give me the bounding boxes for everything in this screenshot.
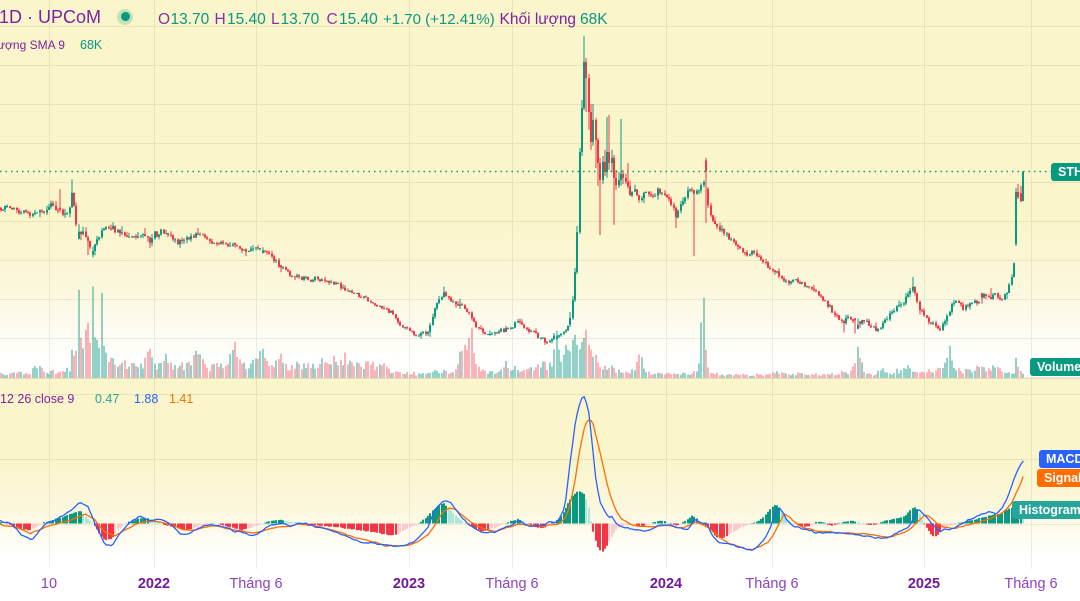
open-value: 13.70: [170, 11, 210, 28]
time-axis-label: Tháng 6: [229, 576, 283, 592]
main-pane-background: [0, 0, 1080, 378]
signal-line: [0, 419, 1024, 551]
price-scale-label-signal[interactable]: Signal: [1037, 469, 1080, 488]
low-label: L: [271, 11, 280, 28]
volume-readout-label: Khối lượng: [499, 11, 577, 28]
macd-histogram-up-grow: [0, 491, 1022, 524]
time-axis-label: 2024: [649, 576, 683, 592]
price-scale-label-volume[interactable]: Volume: [1030, 358, 1080, 377]
volume-bars-up: [2, 286, 1024, 378]
volume-bars-down: [0, 322, 1022, 378]
market-status-dot-icon[interactable]: [117, 8, 133, 25]
time-axis-label: 2025: [907, 576, 941, 592]
time-axis-background[interactable]: [0, 565, 1080, 601]
symbol-title[interactable]: 1D · UPCoM: [0, 7, 102, 27]
volume-indicator-value: 68K: [80, 37, 103, 52]
close-label: C: [326, 11, 338, 28]
pane-separator[interactable]: [0, 378, 1080, 379]
high-value: 15.40: [227, 11, 266, 28]
candle-bodies-up: [2, 62, 1024, 343]
high-label: H: [214, 11, 226, 28]
time-axis-label: 2023: [392, 576, 426, 592]
time-axis-label: Tháng 6: [485, 576, 539, 592]
low-value: 13.70: [280, 11, 320, 28]
macd-line-value: 1.88: [134, 391, 159, 406]
grid-lines: [0, 0, 1080, 569]
time-axis-label: 2022: [137, 576, 171, 592]
time-axis-label: Tháng 6: [1004, 576, 1058, 592]
candle-bodies-down: [0, 62, 1022, 344]
change-value: +1.70 (+12.41%): [383, 11, 495, 28]
macd-hist-value: 0.47: [95, 391, 120, 406]
close-value: 15.40: [339, 11, 378, 28]
time-axis-label: 10: [40, 576, 58, 592]
volume-indicator-title[interactable]: ượng SMA 9: [0, 37, 65, 52]
price-scale-label-sth[interactable]: STH: [1051, 162, 1080, 181]
volume-readout-value: 68K: [580, 11, 608, 28]
price-scale-label-macd[interactable]: MACD: [1039, 450, 1080, 469]
macd-params[interactable]: 12 26 close 9: [0, 391, 75, 406]
macd-line: [0, 396, 1024, 551]
price-scale-label-histogram[interactable]: Histogram: [1012, 500, 1080, 519]
time-axis-label: Tháng 6: [745, 576, 799, 592]
open-label: O: [158, 11, 171, 28]
macd-signal-value: 1.41: [169, 391, 194, 406]
